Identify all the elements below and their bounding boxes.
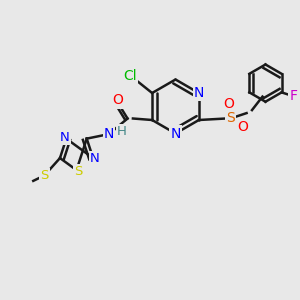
Text: O: O [112,94,123,107]
Text: N: N [170,127,181,140]
Text: F: F [290,89,298,103]
Text: S: S [40,169,49,182]
Text: Cl: Cl [124,69,137,82]
Text: S: S [74,165,82,178]
Text: N: N [90,152,99,165]
Text: N: N [194,86,204,100]
Text: H: H [117,125,127,138]
Text: N: N [60,130,70,144]
Text: N: N [104,127,114,141]
Text: S: S [226,112,235,125]
Text: O: O [238,120,248,134]
Text: O: O [224,97,234,111]
